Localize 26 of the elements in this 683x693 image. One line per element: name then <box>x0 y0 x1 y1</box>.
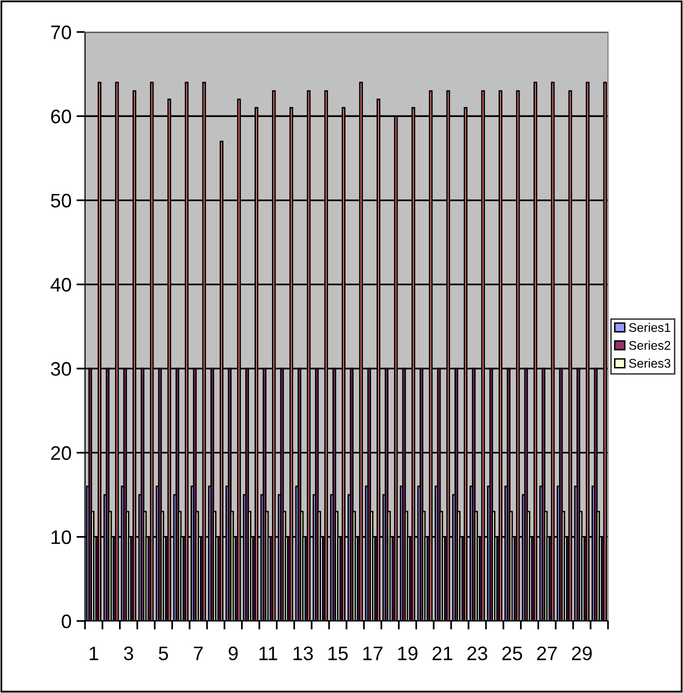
legend-label: Series3 <box>629 358 670 368</box>
y-tick-label: 60 <box>51 110 72 124</box>
x-tick-label: 29 <box>572 646 592 660</box>
y-tick-label: 30 <box>50 362 72 376</box>
x-tick-label: 23 <box>467 646 488 660</box>
legend-label: Series1 <box>629 322 670 332</box>
x-tick-label: 19 <box>398 646 418 660</box>
x-tick-label: 13 <box>294 646 313 660</box>
x-tick-label: 5 <box>158 646 168 660</box>
x-tick-label: 9 <box>228 646 238 660</box>
x-tick-label: 17 <box>363 646 382 660</box>
x-tick-label: 1 <box>90 646 98 660</box>
x-tick-label: 11 <box>259 646 278 660</box>
y-tick-label: 70 <box>51 25 72 40</box>
x-tick-label: 27 <box>537 646 557 660</box>
x-tick-label: 7 <box>194 646 203 660</box>
y-tick-label: 20 <box>51 446 72 460</box>
y-tick-label: 10 <box>52 530 72 544</box>
x-tick-label: 15 <box>328 646 348 660</box>
y-tick-label: 50 <box>50 194 72 208</box>
legend-label: Series2 <box>629 340 670 350</box>
x-tick-label: 21 <box>432 646 452 660</box>
y-tick-label: 0 <box>62 614 72 628</box>
x-tick-label: 3 <box>124 646 134 660</box>
y-tick-label: 40 <box>50 278 72 292</box>
x-tick-label: 25 <box>502 646 522 660</box>
